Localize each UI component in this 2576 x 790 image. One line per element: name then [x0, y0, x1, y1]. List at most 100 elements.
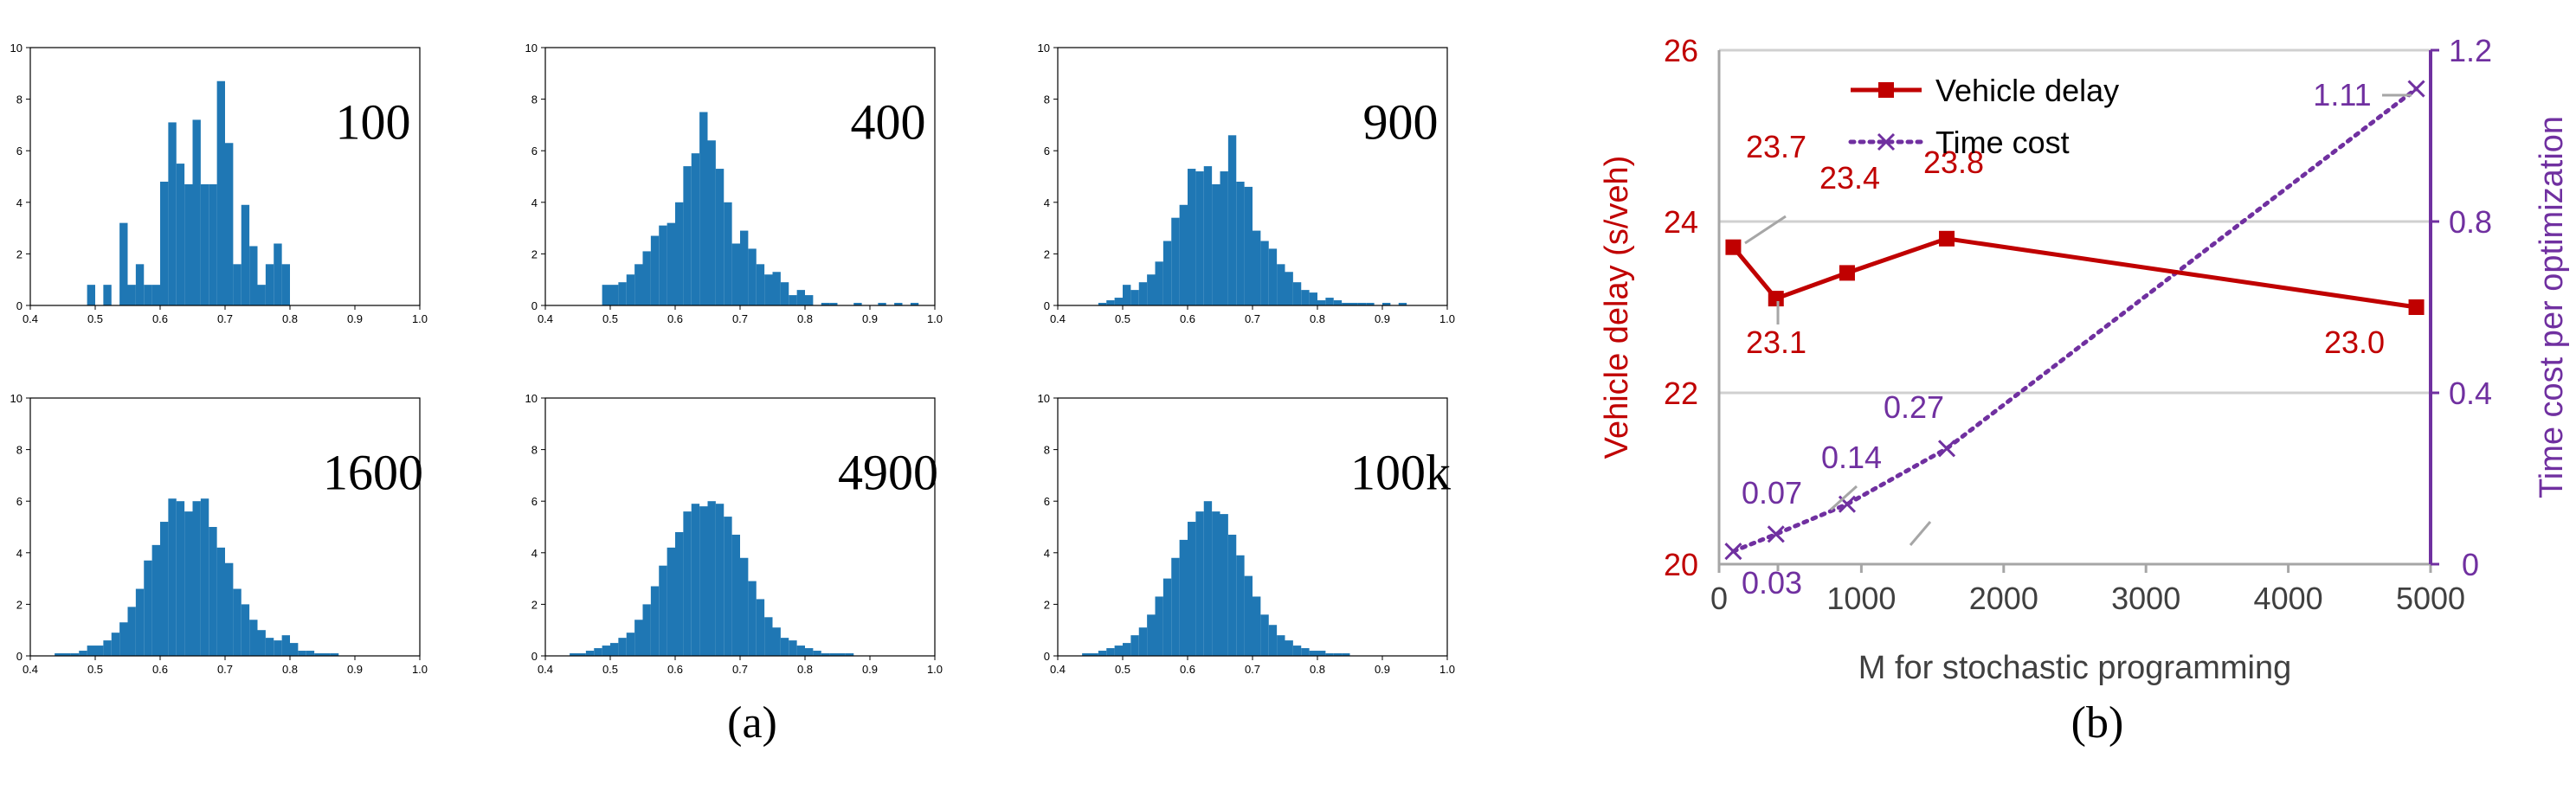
x-tick-label: 0.8 [1310, 663, 1325, 676]
sample-size-label: 4900 [838, 445, 938, 501]
histogram-bar [314, 653, 323, 656]
histogram-bar [772, 627, 781, 656]
histogram-bar [1220, 514, 1228, 656]
histogram-bar [845, 653, 854, 656]
histogram-bar [103, 640, 112, 656]
x-tick-label: 0.6 [667, 312, 683, 325]
histogram-bar [650, 235, 660, 305]
x-tick-label: 1.0 [412, 312, 428, 325]
y-tick-label: 8 [1044, 93, 1050, 106]
time-cost-point [1724, 543, 1742, 561]
histogram-bar [756, 599, 765, 656]
histogram-bar [1260, 241, 1269, 305]
y-tick-label: 10 [10, 42, 23, 55]
histogram-bar [667, 222, 675, 305]
time-cost-data-label: 0.07 [1742, 475, 1802, 511]
vehicle-delay-data-label: 23.1 [1746, 324, 1806, 360]
panel-b-line-chart: 0 1000 2000 3000 4000 5000 20 22 24 26 0 0.4 0.8 1.2 M… [1599, 33, 2570, 686]
histogram-bar [1398, 303, 1407, 305]
x-tick-label: 0.8 [797, 663, 813, 676]
y-tick-label: 2 [16, 598, 23, 611]
x-tick-label: 0.5 [87, 663, 103, 676]
x-tick-label: 1000 [1826, 581, 1896, 616]
histogram-bar [715, 169, 724, 305]
histogram-bar [1253, 596, 1261, 656]
y-tick-label: 0 [16, 299, 23, 312]
histogram-bar [274, 640, 282, 656]
histogram-bar [216, 547, 225, 656]
histogram-bar [748, 248, 757, 305]
y-tick-label: 10 [1038, 392, 1050, 405]
x-tick-label: 1.0 [1439, 663, 1455, 676]
histogram-bar [675, 531, 684, 656]
histogram-bar [1114, 298, 1123, 305]
histogram-bar [1333, 653, 1343, 656]
x-tick-label: 0.4 [1050, 312, 1066, 325]
histogram-bar [1162, 578, 1172, 656]
histogram-bar [1268, 248, 1278, 305]
histogram-bar [878, 303, 886, 305]
histogram-bar [1179, 539, 1188, 656]
histogram-panel: 0.4 0.5 0.6 0.7 0.8 0.9 1.0 0 2 4 6 8 10 100k [1038, 392, 1456, 676]
histogram-bar [910, 303, 919, 305]
legend: Vehicle delay Time cost [1848, 73, 2119, 160]
y2-tick-label: 1.2 [2449, 33, 2492, 68]
x-tick-label: 0.5 [87, 312, 103, 325]
histogram-bar [95, 645, 104, 656]
x-tick-label: 0.7 [217, 663, 233, 676]
y-tick-label: 26 [1664, 33, 1698, 68]
y-tick-label: 4 [16, 196, 23, 209]
histogram-bar [1098, 651, 1107, 656]
sample-size-label: 1600 [323, 445, 423, 501]
y-tick-label: 4 [531, 196, 538, 209]
y-tick-label: 0 [531, 650, 538, 663]
x-tick-label: 0.4 [23, 312, 38, 325]
histogram-bar [1123, 643, 1131, 656]
histogram-bar [1268, 625, 1278, 656]
histogram-bar [577, 653, 586, 656]
x-axis-title: M for stochastic programming [1858, 650, 2292, 686]
x-tick-label: 1.0 [1439, 312, 1455, 325]
histogram-bar [1147, 614, 1156, 656]
x-tick-label: 0.5 [602, 312, 618, 325]
histogram-bar [1162, 241, 1172, 305]
histogram-bar [1244, 186, 1253, 305]
histogram-bar [233, 588, 242, 656]
y-tick-label: 2 [1044, 598, 1050, 611]
histogram-bar [135, 588, 145, 656]
histogram-bar [274, 243, 282, 305]
histogram-bar [1188, 522, 1196, 656]
time-cost-point [1767, 525, 1785, 543]
histogram-bar [1301, 648, 1310, 656]
y-tick-label: 0 [1044, 299, 1050, 312]
histogram-bar [707, 501, 716, 656]
histogram-bar [1138, 627, 1148, 656]
histogram-bar [659, 565, 667, 656]
histogram-bar [1212, 183, 1220, 305]
histogram-bar [1123, 285, 1131, 305]
histogram-bar [1155, 596, 1163, 656]
histogram-bar [1236, 555, 1245, 656]
histogram-bar [119, 622, 128, 656]
x-tick-label: 0.5 [1115, 663, 1130, 676]
histogram-bar [127, 285, 136, 305]
y-tick-label: 8 [531, 93, 538, 106]
histogram-bar [642, 604, 651, 656]
histogram-bar [724, 202, 732, 305]
histogram-bar [675, 202, 684, 305]
histogram-bar [1244, 575, 1253, 656]
histogram-bar [1147, 274, 1156, 305]
histogram-bar [626, 633, 635, 656]
histogram-bar [829, 303, 838, 305]
histogram-bar [1277, 635, 1285, 656]
y-tick-label: 6 [16, 145, 23, 157]
histogram-bar [821, 653, 830, 656]
legend-marker-vehicle-delay [1878, 82, 1894, 98]
y2-axis-title: Time cost per optimization [2534, 116, 2570, 498]
y-tick-label: 6 [531, 495, 538, 508]
vehicle-delay-point [1768, 291, 1784, 307]
histogram-bar [1342, 303, 1350, 305]
vehicle-delay-data-label: 23.8 [1923, 145, 1984, 180]
vehicle-delay-line [1731, 236, 2417, 310]
histogram-bar [699, 112, 708, 305]
